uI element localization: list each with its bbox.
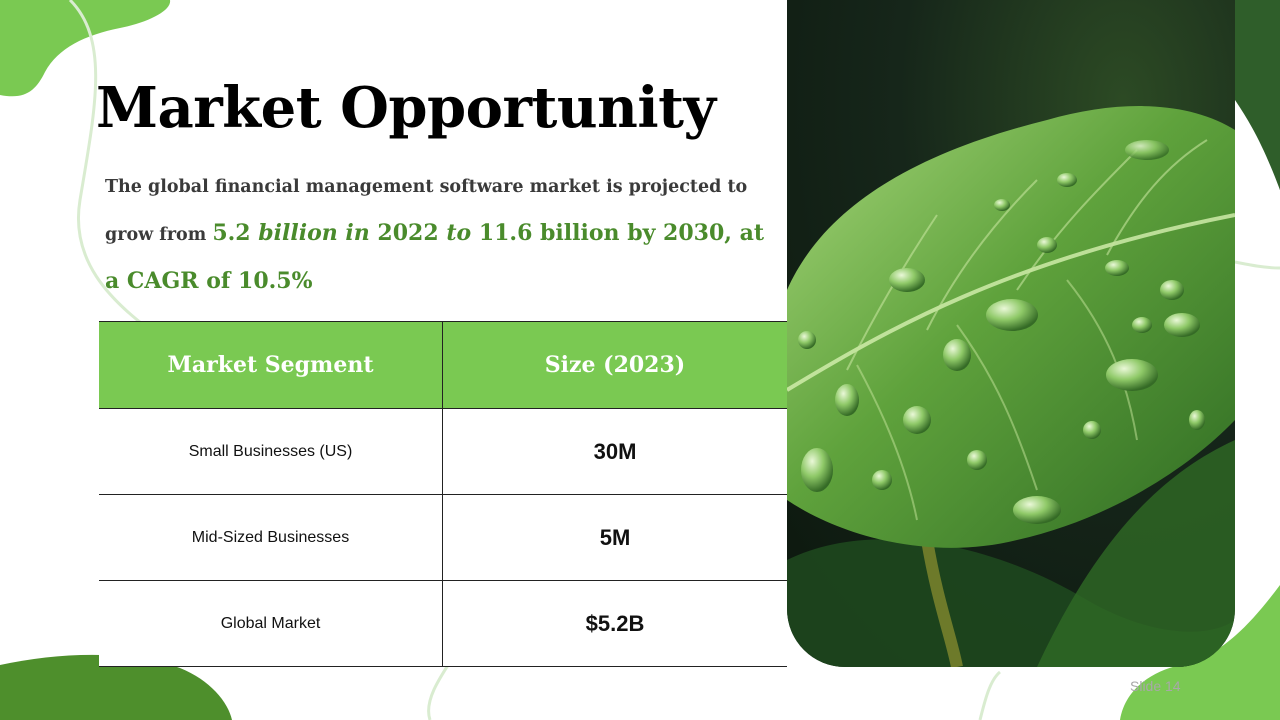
- summary-text-part: The global financial management software…: [105, 177, 748, 245]
- right-edge-blob: [1235, 0, 1280, 190]
- segment-size: $5.2B: [442, 580, 787, 667]
- table-header-row: Market Segment Size (2023): [99, 321, 787, 409]
- segment-name: Global Market: [99, 580, 443, 667]
- segment-name: Mid-Sized Businesses: [99, 494, 443, 581]
- summary-connector-2: to: [438, 220, 479, 246]
- header-market-segment: Market Segment: [99, 321, 443, 409]
- market-summary-text: The global financial management software…: [105, 164, 765, 306]
- market-segment-table: Market Segment Size (2023) Small Busines…: [99, 321, 787, 667]
- header-size: Size (2023): [442, 321, 787, 409]
- leaf-image-illustration: [787, 0, 1235, 667]
- slide-number: Slide 14: [1130, 678, 1181, 694]
- right-swirl-line: [1234, 260, 1280, 270]
- table-row: Mid-Sized Businesses 5M: [99, 494, 787, 581]
- leaf-photo: [787, 0, 1235, 667]
- summary-year-start: 2022: [377, 220, 439, 246]
- summary-value-end: 11.6 billion by 2030, at a CAGR of 10.5%: [105, 220, 764, 294]
- segment-size: 30M: [442, 408, 787, 495]
- summary-connector-1: billion in: [250, 220, 378, 246]
- right-edge-dark: [1235, 0, 1280, 190]
- table-row: Small Businesses (US) 30M: [99, 408, 787, 495]
- segment-name: Small Businesses (US): [99, 408, 443, 495]
- table-row: Global Market $5.2B: [99, 580, 787, 667]
- summary-value-start: 5.2: [212, 220, 251, 246]
- segment-size: 5M: [442, 494, 787, 581]
- background-swirl-line-2: [978, 670, 1002, 720]
- slide-title: Market Opportunity: [96, 75, 716, 141]
